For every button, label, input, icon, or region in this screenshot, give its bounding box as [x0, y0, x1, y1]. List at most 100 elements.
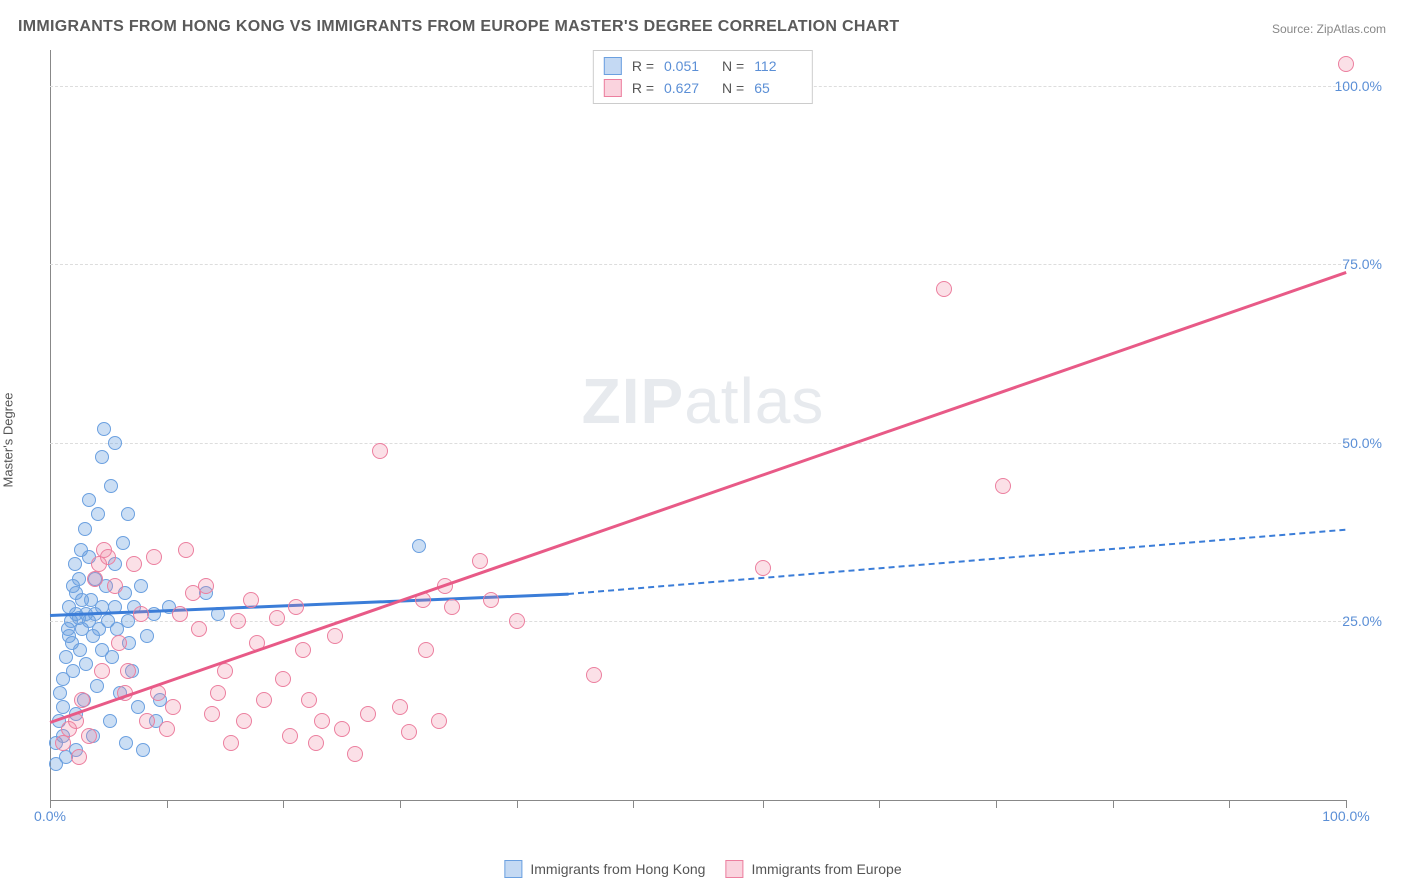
data-point-eu: [295, 642, 311, 658]
data-point-eu: [288, 599, 304, 615]
data-point-eu: [509, 613, 525, 629]
chart-title: IMMIGRANTS FROM HONG KONG VS IMMIGRANTS …: [18, 18, 899, 36]
data-point-hk: [95, 450, 109, 464]
data-point-eu: [133, 606, 149, 622]
data-point-eu: [444, 599, 460, 615]
data-point-hk: [136, 743, 150, 757]
data-point-eu: [87, 571, 103, 587]
data-point-eu: [100, 549, 116, 565]
data-point-eu: [936, 281, 952, 297]
data-point-eu: [314, 713, 330, 729]
data-point-hk: [56, 700, 70, 714]
swatch-blue-icon: [504, 860, 522, 878]
swatch-blue-icon: [604, 57, 622, 75]
trend-line: [568, 529, 1346, 595]
r-label: R =: [632, 80, 654, 96]
n-value-hk: 112: [754, 58, 802, 74]
legend-row-hk: R = 0.051 N = 112: [604, 55, 802, 77]
data-point-eu: [146, 549, 162, 565]
data-point-hk: [134, 579, 148, 593]
data-point-eu: [269, 610, 285, 626]
data-point-eu: [111, 635, 127, 651]
data-point-eu: [256, 692, 272, 708]
data-point-eu: [1338, 56, 1354, 72]
data-point-hk: [105, 650, 119, 664]
r-value-eu: 0.627: [664, 80, 712, 96]
data-point-eu: [172, 606, 188, 622]
data-point-hk: [412, 539, 426, 553]
data-point-eu: [275, 671, 291, 687]
y-tick-label: 50.0%: [1342, 435, 1382, 451]
data-point-eu: [334, 721, 350, 737]
data-point-eu: [210, 685, 226, 701]
x-tick: [517, 800, 518, 808]
x-axis-line: [50, 800, 1346, 801]
x-tick: [633, 800, 634, 808]
source-label: Source: ZipAtlas.com: [1272, 22, 1386, 36]
data-point-eu: [81, 728, 97, 744]
data-point-eu: [204, 706, 220, 722]
data-point-eu: [165, 699, 181, 715]
data-point-eu: [120, 663, 136, 679]
x-tick: [167, 800, 168, 808]
data-point-eu: [401, 724, 417, 740]
data-point-hk: [121, 507, 135, 521]
data-point-eu: [327, 628, 343, 644]
x-tick: [879, 800, 880, 808]
data-point-hk: [68, 557, 82, 571]
data-point-eu: [191, 621, 207, 637]
n-label: N =: [722, 80, 744, 96]
data-point-eu: [301, 692, 317, 708]
data-point-hk: [82, 493, 96, 507]
x-tick: [1113, 800, 1114, 808]
n-label: N =: [722, 58, 744, 74]
x-tick: [763, 800, 764, 808]
data-point-eu: [586, 667, 602, 683]
r-value-hk: 0.051: [664, 58, 712, 74]
data-point-eu: [139, 713, 155, 729]
data-point-hk: [72, 572, 86, 586]
data-point-eu: [995, 478, 1011, 494]
data-point-hk: [108, 436, 122, 450]
x-tick: [996, 800, 997, 808]
data-point-hk: [73, 643, 87, 657]
data-point-eu: [431, 713, 447, 729]
correlation-legend: R = 0.051 N = 112 R = 0.627 N = 65: [593, 50, 813, 104]
data-point-eu: [55, 735, 71, 751]
x-tick: [400, 800, 401, 808]
y-tick-label: 25.0%: [1342, 613, 1382, 629]
data-point-hk: [131, 700, 145, 714]
x-tick: [50, 800, 51, 808]
legend-item-eu: Immigrants from Europe: [725, 860, 901, 878]
data-point-hk: [79, 657, 93, 671]
data-point-hk: [90, 679, 104, 693]
y-axis-label: Master's Degree: [1, 393, 16, 488]
data-point-eu: [74, 692, 90, 708]
data-point-eu: [107, 578, 123, 594]
y-tick-label: 100.0%: [1335, 78, 1382, 94]
y-tick-label: 75.0%: [1342, 256, 1382, 272]
data-point-eu: [282, 728, 298, 744]
data-point-eu: [223, 735, 239, 751]
data-point-eu: [94, 663, 110, 679]
data-point-hk: [140, 629, 154, 643]
x-tick: [1229, 800, 1230, 808]
data-point-eu: [372, 443, 388, 459]
data-point-eu: [755, 560, 771, 576]
legend-item-hk: Immigrants from Hong Kong: [504, 860, 705, 878]
data-point-eu: [159, 721, 175, 737]
n-value-eu: 65: [754, 80, 802, 96]
data-point-eu: [308, 735, 324, 751]
data-point-eu: [483, 592, 499, 608]
data-point-eu: [217, 663, 233, 679]
series-legend: Immigrants from Hong Kong Immigrants fro…: [504, 860, 901, 878]
data-point-hk: [91, 507, 105, 521]
data-point-eu: [230, 613, 246, 629]
data-point-hk: [97, 422, 111, 436]
data-point-hk: [78, 522, 92, 536]
data-point-eu: [178, 542, 194, 558]
swatch-pink-icon: [725, 860, 743, 878]
legend-label-eu: Immigrants from Europe: [751, 861, 901, 877]
legend-row-eu: R = 0.627 N = 65: [604, 77, 802, 99]
data-point-eu: [243, 592, 259, 608]
